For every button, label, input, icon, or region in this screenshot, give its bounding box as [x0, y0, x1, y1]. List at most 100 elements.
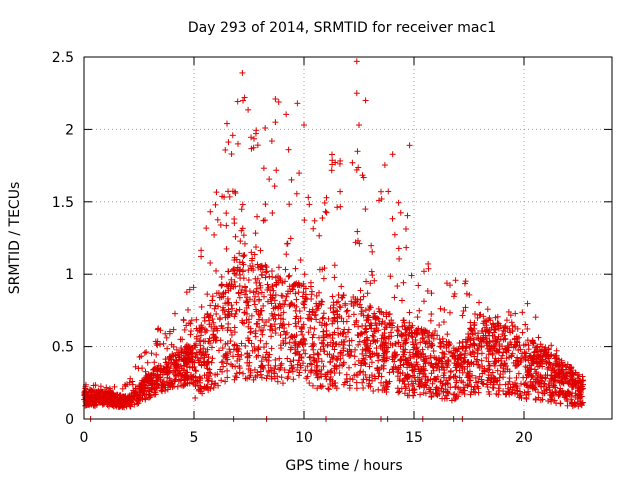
data-point: [568, 396, 575, 403]
data-point: [257, 284, 264, 291]
data-point: [314, 374, 321, 381]
data-point: [285, 146, 292, 153]
data-point: [516, 342, 523, 349]
data-point: [399, 297, 406, 304]
data-point: [486, 391, 493, 398]
data-point: [316, 232, 323, 239]
data-point: [266, 273, 273, 280]
data-point: [324, 342, 331, 349]
data-point: [500, 374, 507, 381]
data-point: [160, 340, 167, 347]
data-point: [268, 268, 275, 275]
data-point: [163, 334, 170, 341]
data-point: [395, 199, 402, 206]
data-point: [213, 189, 220, 196]
data-point: [248, 134, 255, 141]
x-tick-label: 15: [405, 430, 423, 446]
data-point: [466, 368, 473, 375]
data-point: [252, 130, 259, 137]
data-point: [243, 288, 250, 295]
data-point: [257, 312, 264, 319]
data-point: [331, 274, 338, 281]
data-point: [300, 301, 307, 308]
data-point: [283, 329, 290, 336]
data-point: [261, 217, 268, 224]
data-point: [319, 315, 326, 322]
data-point: [396, 377, 403, 384]
data-point: [329, 157, 336, 164]
data-point: [377, 343, 384, 350]
data-point: [234, 98, 241, 105]
data-point: [255, 290, 262, 297]
data-point: [311, 217, 318, 224]
data-point: [236, 250, 243, 257]
data-point: [240, 97, 247, 104]
data-point: [252, 333, 259, 340]
data-point: [162, 356, 169, 363]
data-point: [193, 316, 200, 323]
data-point: [515, 370, 522, 377]
data-point: [376, 370, 383, 377]
data-point: [207, 208, 214, 215]
data-point: [236, 306, 243, 313]
data-point: [437, 343, 444, 350]
data-point: [273, 167, 280, 174]
data-point: [353, 58, 360, 65]
data-point: [200, 338, 207, 345]
data-point: [355, 341, 362, 348]
data-point: [410, 386, 417, 393]
data-point: [494, 367, 501, 374]
data-point: [153, 351, 160, 358]
data-point: [288, 362, 295, 369]
data-point: [369, 272, 376, 279]
data-point: [345, 326, 352, 333]
data-point: [304, 363, 311, 370]
data-point: [382, 335, 389, 342]
data-point: [362, 97, 369, 104]
data-point: [356, 240, 363, 247]
data-point: [532, 314, 539, 321]
data-point: [290, 357, 297, 364]
data-point: [478, 350, 485, 357]
data-point: [192, 367, 199, 374]
data-point: [405, 332, 412, 339]
data-point: [241, 240, 248, 247]
data-point: [545, 364, 552, 371]
data-point: [236, 259, 243, 266]
data-point: [362, 307, 369, 314]
data-point: [288, 176, 295, 183]
data-point: [268, 345, 275, 352]
data-point: [227, 349, 234, 356]
data-point: [229, 132, 236, 139]
data-point: [414, 374, 421, 381]
data-point: [187, 331, 194, 338]
data-point: [328, 167, 335, 174]
data-point: [208, 344, 215, 351]
data-point: [293, 190, 300, 197]
data-point: [198, 247, 205, 254]
data-point: [241, 309, 248, 316]
data-point: [503, 317, 510, 324]
data-point: [212, 201, 219, 208]
data-point: [564, 398, 571, 405]
grid-lines: [84, 57, 612, 419]
data-point: [366, 363, 373, 370]
data-point: [508, 319, 515, 326]
data-point: [238, 352, 245, 359]
data-point: [256, 296, 263, 303]
data-point: [441, 306, 448, 313]
data-point: [512, 357, 519, 364]
data-point: [460, 307, 467, 314]
data-point: [480, 313, 487, 320]
data-point: [252, 230, 259, 237]
data-point: [184, 306, 191, 313]
data-point: [378, 195, 385, 202]
data-point: [235, 140, 241, 147]
data-point: [351, 353, 358, 360]
data-point: [417, 339, 424, 346]
data-point: [314, 350, 321, 357]
data-point: [301, 337, 308, 344]
data-point: [307, 353, 314, 360]
data-point: [336, 160, 343, 167]
data-point: [391, 231, 398, 238]
